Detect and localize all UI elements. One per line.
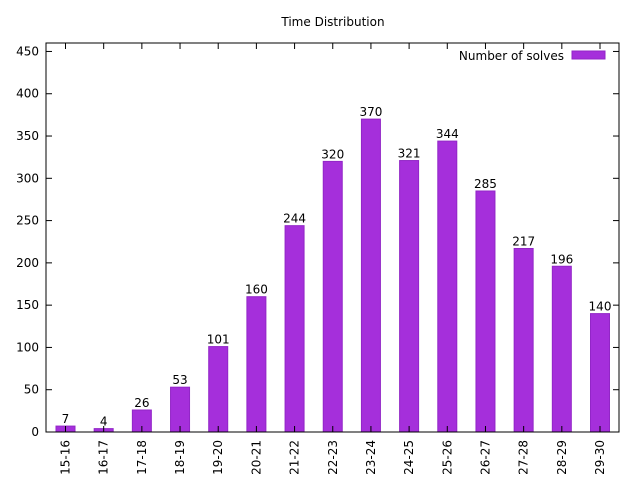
- y-tick-label: 450: [16, 44, 39, 58]
- bar-value-label: 244: [283, 212, 306, 226]
- legend-label: Number of solves: [459, 49, 564, 63]
- y-tick-label: 300: [16, 171, 39, 185]
- bar-value-label: 160: [245, 283, 268, 297]
- x-tick-label: 15-16: [59, 440, 73, 475]
- x-axis: 15-16 16-17 17-18 18-19 19-20 20-21 21-22 22-23…: [59, 43, 607, 475]
- chart-title: Time Distribution: [280, 15, 384, 29]
- bar-value-label: 321: [398, 147, 421, 161]
- bar-value-label: 344: [436, 127, 459, 141]
- bar-20-21: [246, 296, 267, 433]
- bar-29-30: [590, 313, 610, 433]
- x-tick-label: 16-17: [97, 440, 111, 475]
- y-tick-label: 0: [31, 425, 39, 439]
- y-tick-label: 250: [16, 214, 39, 228]
- x-tick-label: 25-26: [440, 440, 454, 475]
- x-tick-label: 27-28: [517, 440, 531, 475]
- bar-value-label: 370: [359, 105, 382, 119]
- bar-23-24: [360, 118, 381, 433]
- y-tick-label: 100: [16, 340, 39, 354]
- y-tick-label: 150: [16, 298, 39, 312]
- x-tick-label: 19-20: [211, 440, 225, 475]
- bar-value-label: 285: [474, 177, 497, 191]
- y-tick-label: 400: [16, 87, 39, 101]
- bar-27-28: [513, 247, 534, 433]
- bar-value-label: 101: [207, 333, 230, 347]
- bar-value-label: 26: [134, 396, 149, 410]
- x-tick-label: 22-23: [326, 440, 340, 475]
- x-tick-label: 20-21: [249, 440, 263, 475]
- bar-19-20: [208, 346, 229, 433]
- bar-21-22: [284, 225, 305, 433]
- legend-swatch: [571, 50, 606, 60]
- x-tick-label: 18-19: [173, 440, 187, 475]
- bar-28-29: [551, 265, 572, 433]
- x-tick-label: 17-18: [135, 440, 149, 475]
- bar-26-27: [475, 190, 496, 433]
- x-tick-label: 24-25: [402, 440, 416, 475]
- x-tick-label: 29-30: [593, 440, 607, 475]
- legend: Number of solves: [459, 49, 606, 63]
- x-tick-label: 28-29: [555, 440, 569, 475]
- bar-value-label: 140: [589, 300, 612, 314]
- x-tick-label: 23-24: [364, 440, 378, 475]
- bar-24-25: [399, 160, 420, 433]
- bar-22-23: [322, 160, 343, 433]
- bar-value-label: 7: [62, 412, 70, 426]
- bar-18-19: [170, 386, 191, 433]
- bar-value-label: 53: [172, 373, 187, 387]
- x-tick-label: 21-22: [288, 440, 302, 475]
- bar-value-label: 217: [512, 234, 535, 248]
- bar-value-label: 320: [321, 147, 344, 161]
- y-axis: 0 50 100 150 200 250 300 350 400 450: [16, 44, 619, 439]
- value-labels-group: 7 4 26 53 101 160 244 320 370 321 344 285 217 196 140: [62, 105, 612, 429]
- plot-frame: [45, 42, 620, 433]
- bars-group: [55, 118, 610, 433]
- y-tick-label: 350: [16, 129, 39, 143]
- bar-value-label: 196: [550, 252, 573, 266]
- y-tick-label: 50: [24, 383, 39, 397]
- x-tick-label: 26-27: [478, 440, 492, 475]
- bar-25-26: [437, 140, 458, 433]
- y-tick-label: 200: [16, 256, 39, 270]
- bar-value-label: 4: [100, 415, 108, 429]
